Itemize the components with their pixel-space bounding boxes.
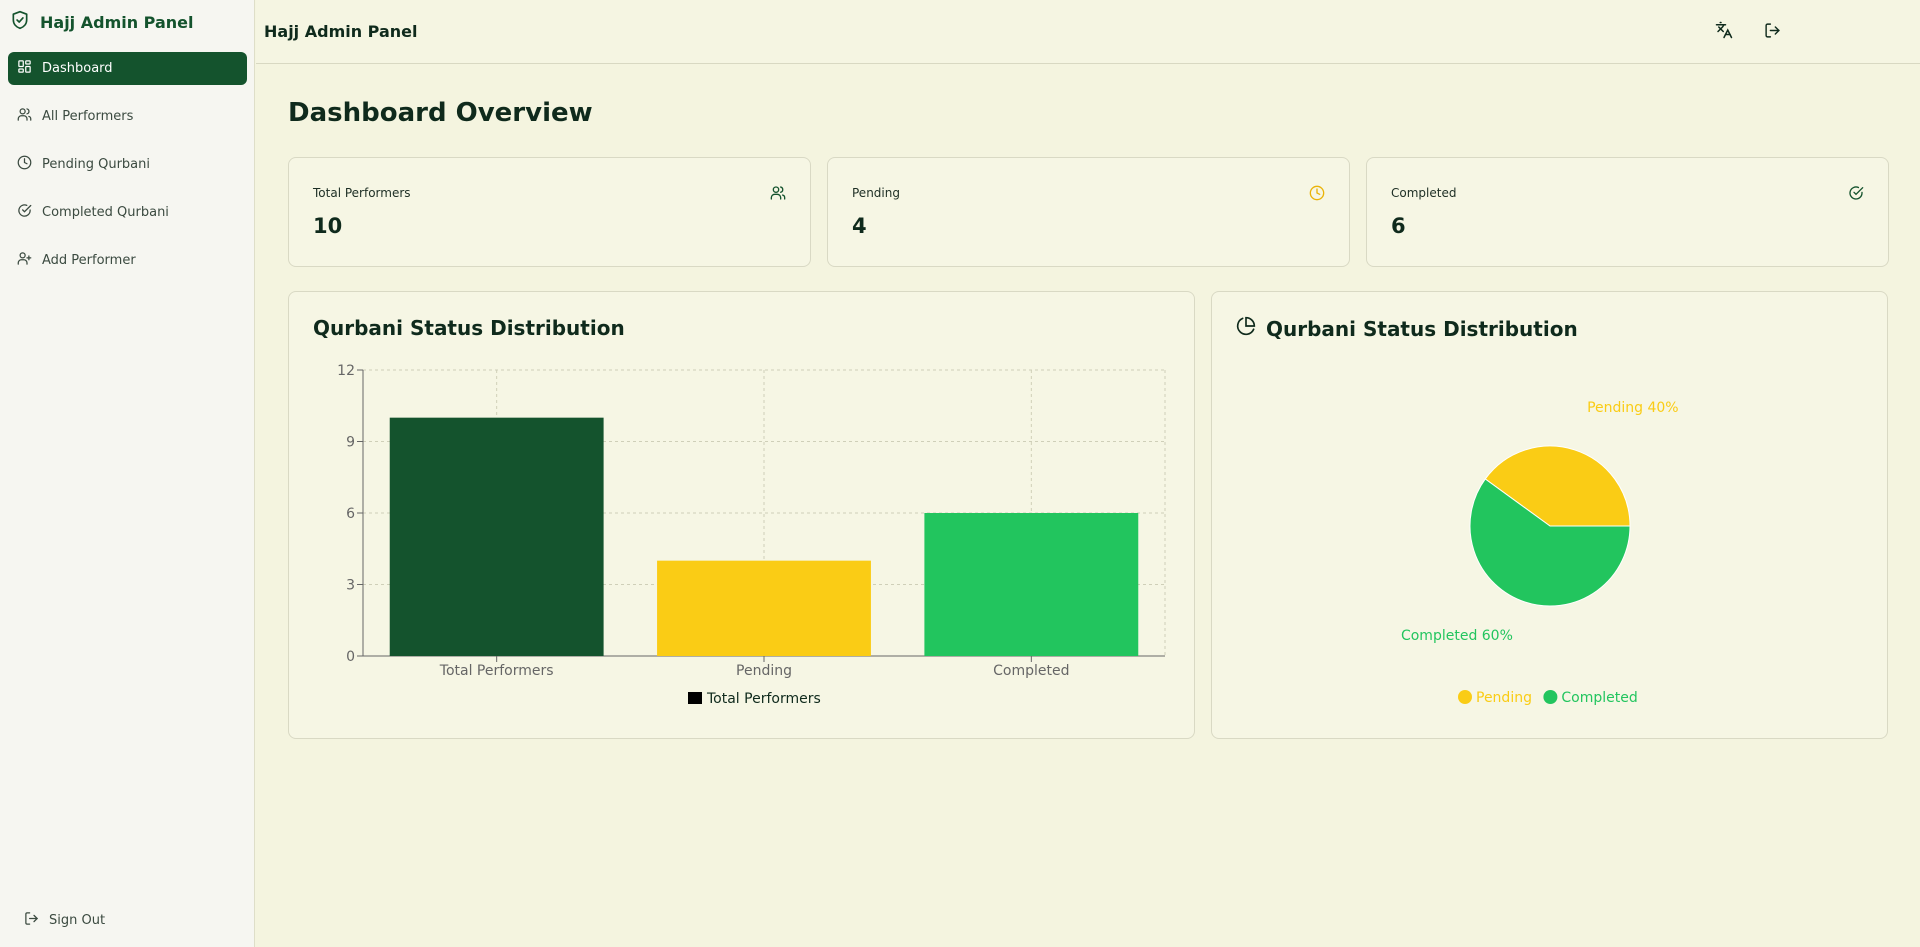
clock-icon (1309, 185, 1325, 205)
pie-chart-title-row: Qurbani Status Distribution (1236, 316, 1578, 341)
pie-chart-icon (1236, 316, 1256, 341)
stat-value: 10 (313, 214, 343, 238)
stat-card-total-performers: Total Performers 10 (288, 157, 811, 267)
sidebar-item-label: Add Performer (42, 253, 136, 268)
y-tick-label: 6 (346, 506, 355, 522)
brand-name: Hajj Admin Panel (40, 12, 194, 32)
sidebar-item-label: Completed Qurbani (42, 205, 169, 220)
stat-value: 4 (852, 214, 867, 238)
x-tick-label: Total Performers (439, 663, 554, 679)
legend-label: Pending (1476, 690, 1532, 706)
logout-icon (24, 911, 39, 930)
x-tick-label: Completed (993, 663, 1069, 679)
brand: Hajj Admin Panel (10, 10, 194, 34)
check-circle-icon (17, 203, 32, 222)
legend-swatch (688, 692, 702, 704)
y-tick-label: 12 (337, 363, 355, 379)
dashboard-icon (17, 59, 32, 78)
stat-label: Total Performers (313, 186, 411, 200)
pie-chart-title: Qurbani Status Distribution (1266, 316, 1578, 341)
legend-swatch (1458, 690, 1472, 704)
sidebar-item-dashboard[interactable]: Dashboard (8, 52, 247, 85)
top-header: Hajj Admin Panel (256, 0, 1920, 64)
pie-chart-card: Qurbani Status Distribution Pending 40% C… (1211, 291, 1888, 739)
users-icon (770, 185, 786, 205)
stat-card-pending: Pending 4 (827, 157, 1350, 267)
clock-icon (17, 155, 32, 174)
translate-icon (1715, 21, 1733, 43)
bar (657, 560, 871, 656)
bar (924, 513, 1139, 656)
y-tick-label: 0 (346, 649, 355, 665)
sidebar-item-label: Dashboard (42, 61, 113, 76)
sidebar-item-label: All Performers (42, 109, 134, 124)
bar-chart-card: Qurbani Status Distribution 0 3 6 9 12 Total … (288, 291, 1195, 739)
header-title: Hajj Admin Panel (264, 22, 418, 41)
pie-chart: Pending 40% Completed 60% Pending Completed (1401, 400, 1679, 706)
bar-chart-title: Qurbani Status Distribution (313, 316, 625, 340)
sign-out-button[interactable]: Sign Out (16, 909, 113, 931)
sidebar-item-completed-qurbani[interactable]: Completed Qurbani (8, 196, 247, 229)
sidebar: Hajj Admin Panel Dashboard All Performer… (0, 0, 255, 947)
stat-label: Pending (852, 186, 900, 200)
sidebar-item-all-performers[interactable]: All Performers (8, 100, 247, 133)
pie-slice (1469, 478, 1631, 607)
bar (389, 417, 604, 656)
users-icon (17, 107, 32, 126)
stat-label: Completed (1391, 186, 1457, 200)
page-title: Dashboard Overview (288, 98, 593, 128)
sign-out-label: Sign Out (49, 912, 106, 928)
pie-slice (1484, 445, 1631, 527)
sidebar-item-add-performer[interactable]: Add Performer (8, 244, 247, 277)
translate-button[interactable] (1712, 20, 1736, 44)
legend-label: Completed (1561, 690, 1637, 706)
legend-swatch (1543, 690, 1558, 704)
legend-label: Total Performers (706, 691, 821, 707)
user-plus-icon (17, 251, 32, 270)
pie-slice-label: Completed 60% (1401, 628, 1513, 644)
bar-chart: 0 3 6 9 12 Total Performers Pending Completed To… (337, 363, 1166, 707)
x-tick-label: Pending (736, 663, 792, 679)
logout-button[interactable] (1760, 20, 1784, 44)
y-tick-label: 3 (346, 578, 355, 594)
stat-card-completed: Completed 6 (1366, 157, 1889, 267)
stat-value: 6 (1391, 214, 1406, 238)
y-tick-label: 9 (346, 435, 355, 451)
shield-icon (10, 9, 30, 35)
pie-slice-label: Pending 40% (1587, 400, 1679, 416)
sidebar-item-pending-qurbani[interactable]: Pending Qurbani (8, 148, 247, 181)
check-circle-icon (1848, 185, 1864, 205)
logout-icon (1764, 22, 1781, 43)
sidebar-item-label: Pending Qurbani (42, 157, 150, 172)
